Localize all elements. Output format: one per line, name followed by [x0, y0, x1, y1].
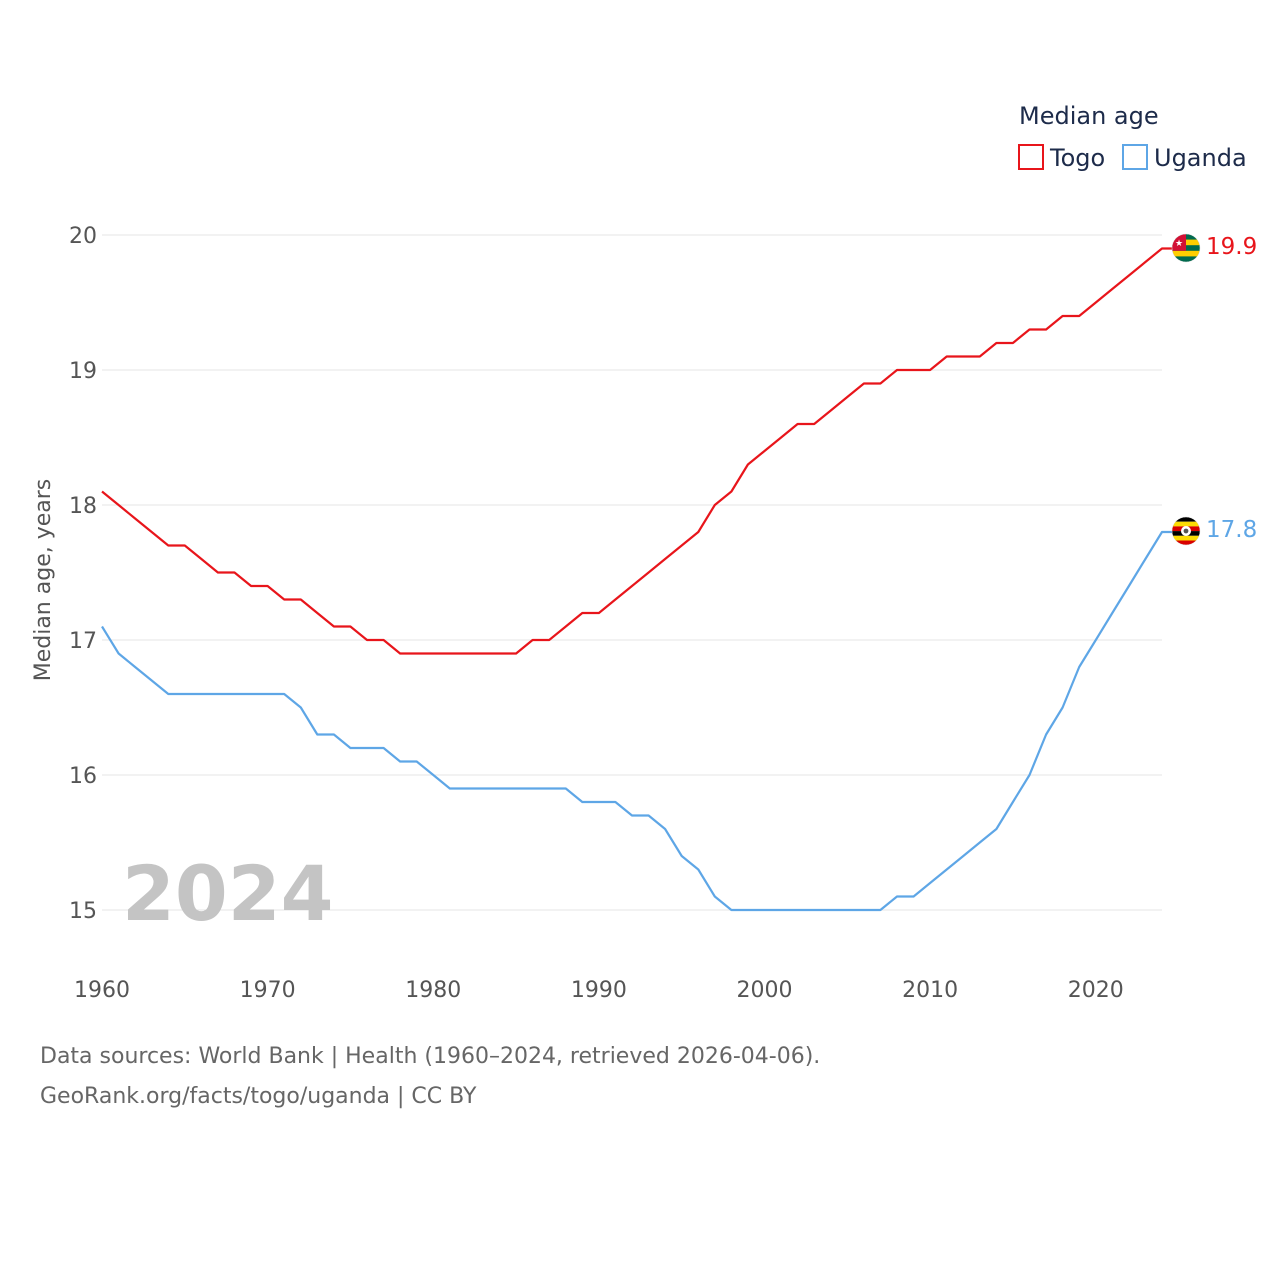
median-age-line-chart: 15 16 17 18 19 20 1960 1970 1980 1990 2000 2010 202… — [31, 102, 1257, 1003]
year-watermark: 2024 — [122, 849, 334, 938]
legend-swatch-togo — [1018, 144, 1044, 170]
y-axis-title: Median age, years — [31, 479, 56, 682]
series-line-uganda[interactable] — [101, 530, 1172, 912]
svg-text:★: ★ — [1175, 239, 1183, 249]
series-line-togo[interactable] — [101, 247, 1172, 655]
x-tick-label: 2010 — [902, 978, 958, 1003]
legend-item-uganda[interactable]: Uganda — [1122, 144, 1247, 172]
credit-link[interactable]: GeoRank.org/facts/togo/uganda | CC BY — [40, 1084, 477, 1109]
y-tick-label: 15 — [69, 899, 97, 924]
gridlines — [102, 234, 1162, 911]
x-tick-label: 1980 — [405, 978, 461, 1003]
legend-title: Median age — [1019, 102, 1159, 130]
data-sources-note: Data sources: World Bank | Health (1960–… — [40, 1044, 821, 1069]
y-axis-ticks: 15 16 17 18 19 20 — [69, 224, 97, 924]
uganda-flag-icon — [1172, 517, 1200, 545]
legend-item-togo[interactable]: Togo — [1018, 144, 1105, 172]
y-tick-label: 16 — [69, 764, 97, 789]
y-tick-label: 19 — [69, 359, 97, 384]
legend-label-togo: Togo — [1049, 144, 1105, 172]
end-label-uganda: 17.8 — [1206, 517, 1257, 543]
y-tick-label: 18 — [69, 494, 97, 519]
legend-label-uganda: Uganda — [1154, 144, 1247, 172]
legend-swatch-uganda — [1122, 144, 1148, 170]
x-tick-label: 1990 — [571, 978, 627, 1003]
x-tick-label: 1970 — [240, 978, 296, 1003]
y-tick-label: 20 — [69, 224, 97, 249]
x-tick-label: 2000 — [737, 978, 793, 1003]
y-tick-label: 17 — [69, 629, 97, 654]
x-tick-label: 2020 — [1068, 978, 1124, 1003]
series-lines — [101, 247, 1172, 912]
x-axis-ticks: 1960 1970 1980 1990 2000 2010 2020 — [74, 978, 1124, 1003]
legend: Median age Togo Uganda — [1018, 102, 1247, 172]
end-label-togo: 19.9 — [1206, 234, 1257, 260]
x-tick-label: 1960 — [74, 978, 130, 1003]
